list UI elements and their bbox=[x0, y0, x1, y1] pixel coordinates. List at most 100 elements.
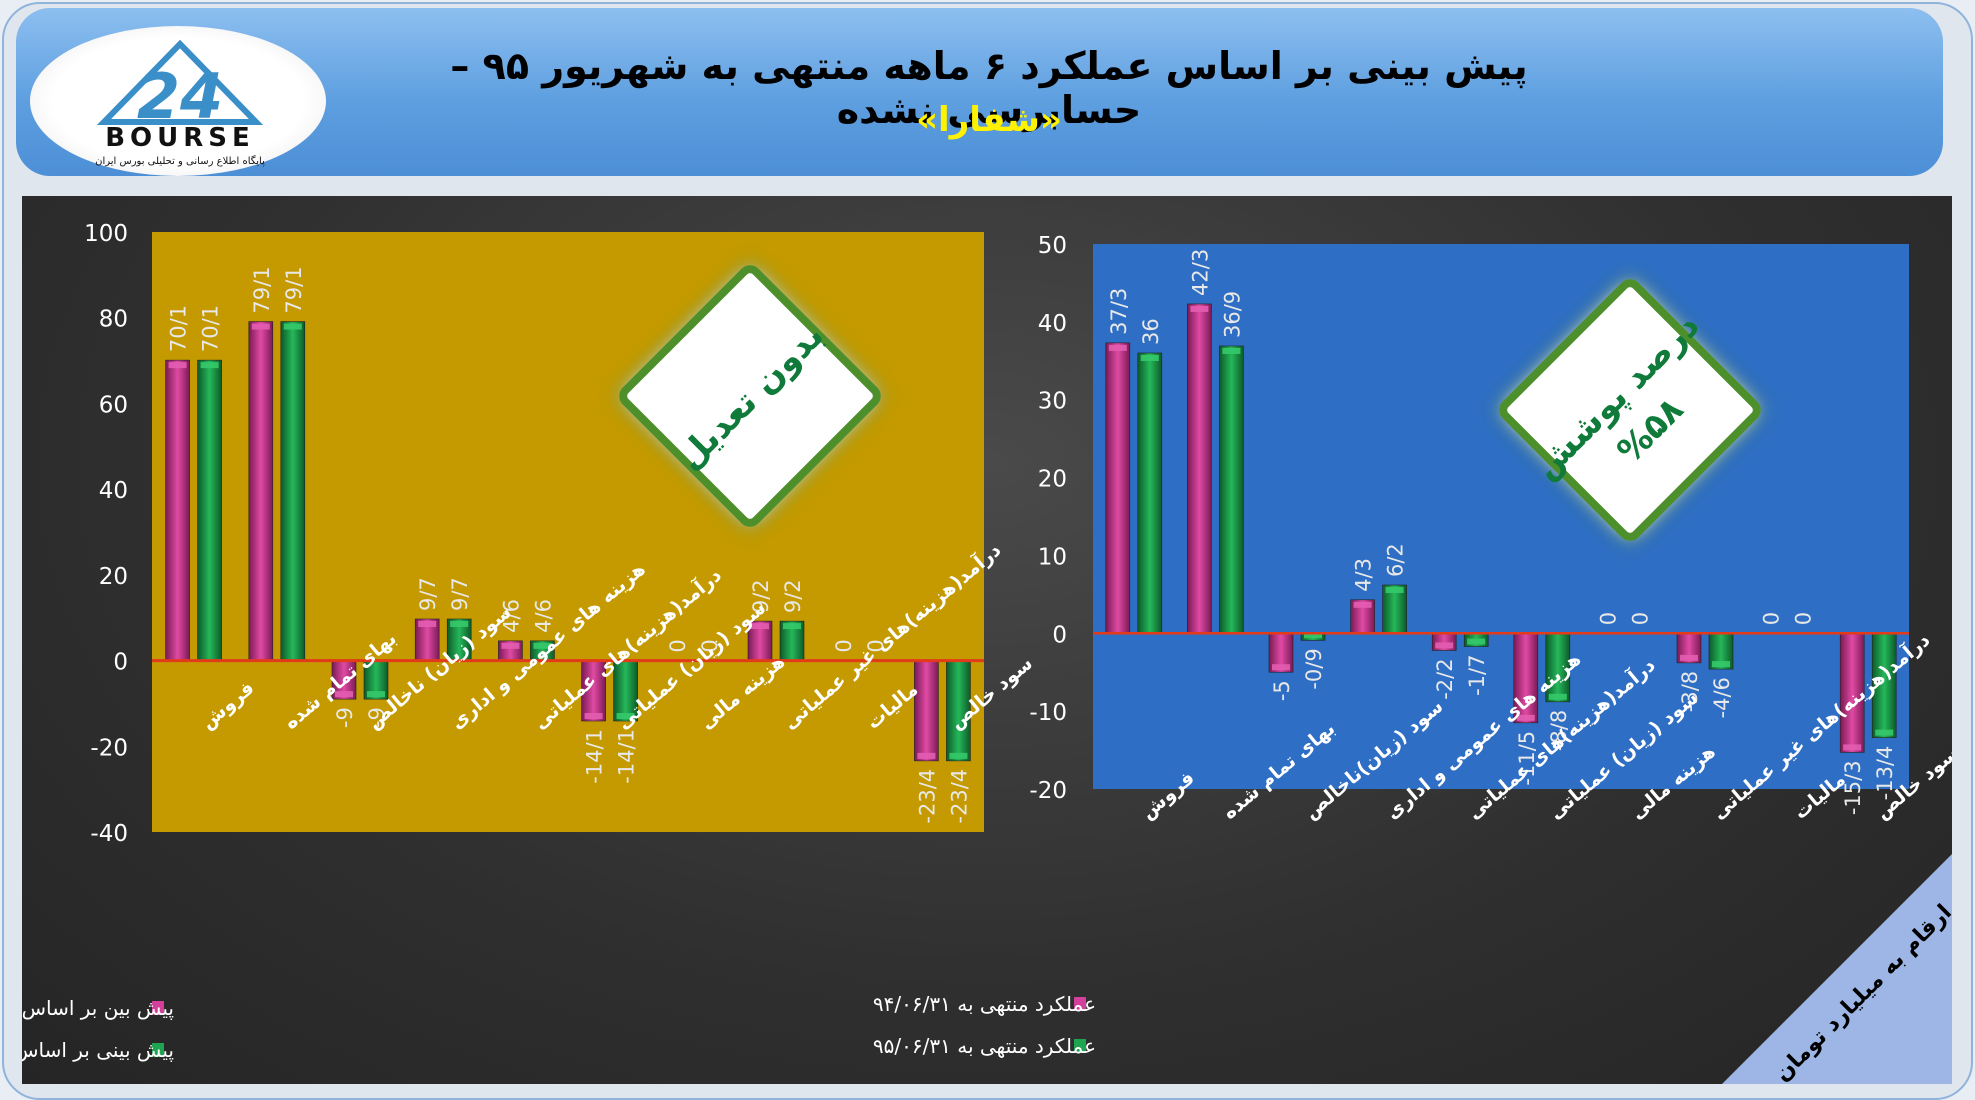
left-bar-cap bbox=[200, 362, 219, 369]
left-value-label: -23/4 bbox=[915, 769, 939, 824]
logo-graphic: 24 BOURSE پایگاه اطلاع رسانی و تحلیلی بو… bbox=[95, 39, 265, 167]
right-bar-cap bbox=[1190, 305, 1209, 312]
right-bar-cap bbox=[1435, 642, 1454, 649]
right-bar-cap bbox=[1222, 347, 1241, 354]
left-bar-cap bbox=[251, 323, 270, 330]
right-bar-cap bbox=[1712, 661, 1730, 668]
right-value-label: 0 bbox=[1760, 612, 1784, 625]
left-value-label: -23/4 bbox=[947, 769, 971, 824]
right-bar-cap bbox=[1875, 729, 1894, 736]
right-bar-s2 bbox=[1137, 352, 1163, 634]
right-value-label: 6/2 bbox=[1384, 543, 1408, 577]
right-bar-cap bbox=[1385, 587, 1404, 594]
right-legend-swatch bbox=[1074, 1039, 1086, 1053]
logo-tagline: پایگاه اطلاع رسانی و تحلیلی بورس ایران bbox=[95, 155, 265, 167]
left-bar-cap bbox=[501, 642, 520, 649]
right-bar-s2 bbox=[1382, 584, 1407, 634]
left-value-label: -9 bbox=[333, 707, 357, 728]
left-bar-cap bbox=[533, 642, 552, 649]
left-value-label: 9/2 bbox=[749, 579, 773, 613]
right-legend-swatch bbox=[1074, 997, 1086, 1011]
right-value-label: 37/3 bbox=[1107, 288, 1131, 335]
left-bar-s1 bbox=[248, 321, 274, 661]
left-bar-cap bbox=[783, 623, 801, 630]
right-y-tick: 50 bbox=[1038, 233, 1067, 259]
right-y-tick: -20 bbox=[1029, 778, 1067, 804]
right-bar-s1 bbox=[1105, 342, 1131, 634]
left-value-label: 0 bbox=[698, 639, 722, 652]
left-y-tick: 0 bbox=[113, 650, 128, 676]
left-bar-s2 bbox=[613, 660, 638, 722]
left-legend-label: پیش بینی بر اساس عملکرد ۶ ماهه bbox=[22, 1038, 174, 1063]
right-value-label: 0 bbox=[1628, 612, 1652, 625]
logo-brand: BOURSE bbox=[105, 123, 255, 153]
left-value-label: 4/6 bbox=[499, 599, 523, 633]
right-bar-cap bbox=[1467, 638, 1486, 645]
left-value-label: 70/1 bbox=[167, 305, 191, 352]
left-value-label: 70/1 bbox=[199, 305, 223, 352]
right-value-label: -3/8 bbox=[1678, 671, 1702, 712]
left-badge: بدون تعدیل bbox=[619, 265, 881, 527]
right-bar-cap bbox=[1140, 355, 1159, 361]
right-value-label: -2/2 bbox=[1433, 658, 1457, 699]
right-value-label: 36 bbox=[1139, 318, 1163, 345]
right-value-label: -13/4 bbox=[1873, 746, 1897, 801]
left-bar-cap bbox=[168, 362, 187, 369]
left-y-tick: 20 bbox=[99, 564, 128, 590]
right-bar-cap bbox=[1272, 664, 1290, 671]
left-bar-s1 bbox=[165, 359, 190, 661]
left-value-label: 79/1 bbox=[282, 266, 306, 313]
right-y-tick: 40 bbox=[1038, 311, 1067, 337]
left-y-axis: 100 80 60 40 20 0 -20 -40 bbox=[84, 221, 128, 847]
left-value-label: 0 bbox=[864, 639, 888, 652]
left-bar-cap bbox=[616, 713, 635, 719]
left-bar-cap bbox=[367, 691, 385, 698]
right-bar-cap bbox=[1516, 714, 1535, 721]
right-value-label: 4/3 bbox=[1352, 558, 1376, 592]
left-value-label: 9/2 bbox=[781, 579, 805, 613]
right-bar-cap bbox=[1680, 654, 1698, 661]
page-title: پیش بینی بر اساس عملکرد ۶ ماهه منتهی به … bbox=[450, 44, 1528, 132]
left-legend: پیش بین بر اساس عملکرد ۳ ماهه پیش بینی بر… bbox=[4, 996, 174, 1063]
logo-number: 24 bbox=[137, 60, 223, 133]
left-value-label: 4/6 bbox=[531, 599, 555, 633]
right-legend-label: عملکرد منتهی به ۹۴/۰۶/۳۱ bbox=[873, 992, 1096, 1016]
logo-triangle bbox=[96, 39, 264, 125]
left-y-tick: -20 bbox=[90, 735, 128, 761]
right-legend-label: عملکرد منتهی به ۹۵/۰۶/۳۱ bbox=[873, 1034, 1096, 1058]
right-bar-cap bbox=[1843, 744, 1862, 751]
left-value-labels: 70/1 79/1 -9 9/7 4/6 -14/1 0 9/2 0 -23/4 70/1 79/1 -… bbox=[167, 266, 972, 823]
right-value-label: -11/5 bbox=[1515, 731, 1539, 786]
right-value-labels: 37/3 42/3 -5 4/3 -2/2 -11/5 0 -3/8 0 -15/3 36 36/9 -… bbox=[1107, 249, 1897, 815]
right-value-label: -5 bbox=[1270, 680, 1294, 701]
right-bar-s2 bbox=[1219, 345, 1244, 634]
units-ribbon bbox=[1722, 854, 1952, 1084]
right-y-tick: 30 bbox=[1038, 389, 1067, 415]
left-y-tick: 80 bbox=[99, 307, 128, 333]
left-bar-s2 bbox=[197, 359, 222, 661]
right-value-label: 36/9 bbox=[1220, 291, 1244, 338]
left-bar-cap bbox=[949, 752, 968, 759]
right-bar-s2 bbox=[1871, 632, 1897, 738]
right-bar-s2 bbox=[1545, 632, 1571, 703]
left-value-label: -14/1 bbox=[583, 729, 607, 784]
left-value-label: -14/1 bbox=[615, 729, 639, 784]
right-y-tick: 10 bbox=[1038, 544, 1067, 570]
right-bars bbox=[1105, 303, 1897, 753]
left-value-label: 79/1 bbox=[250, 266, 274, 313]
left-bar-cap bbox=[917, 752, 936, 759]
right-bar-cap bbox=[1548, 693, 1567, 700]
company-name: «شفارا» bbox=[916, 100, 1062, 140]
left-legend-label: پیش بین بر اساس عملکرد ۳ ماهه bbox=[22, 996, 174, 1021]
left-y-tick: 100 bbox=[84, 221, 128, 247]
right-bar-cap bbox=[1108, 344, 1127, 351]
left-y-tick: 60 bbox=[99, 392, 128, 418]
right-value-label: 0 bbox=[1792, 612, 1816, 625]
left-bar-cap bbox=[751, 623, 769, 630]
left-bar-cap bbox=[418, 621, 437, 627]
left-badge-box bbox=[619, 265, 881, 527]
left-y-tick: 40 bbox=[99, 478, 128, 504]
right-y-tick: 20 bbox=[1038, 467, 1067, 493]
right-value-label: 0 bbox=[1596, 612, 1620, 625]
